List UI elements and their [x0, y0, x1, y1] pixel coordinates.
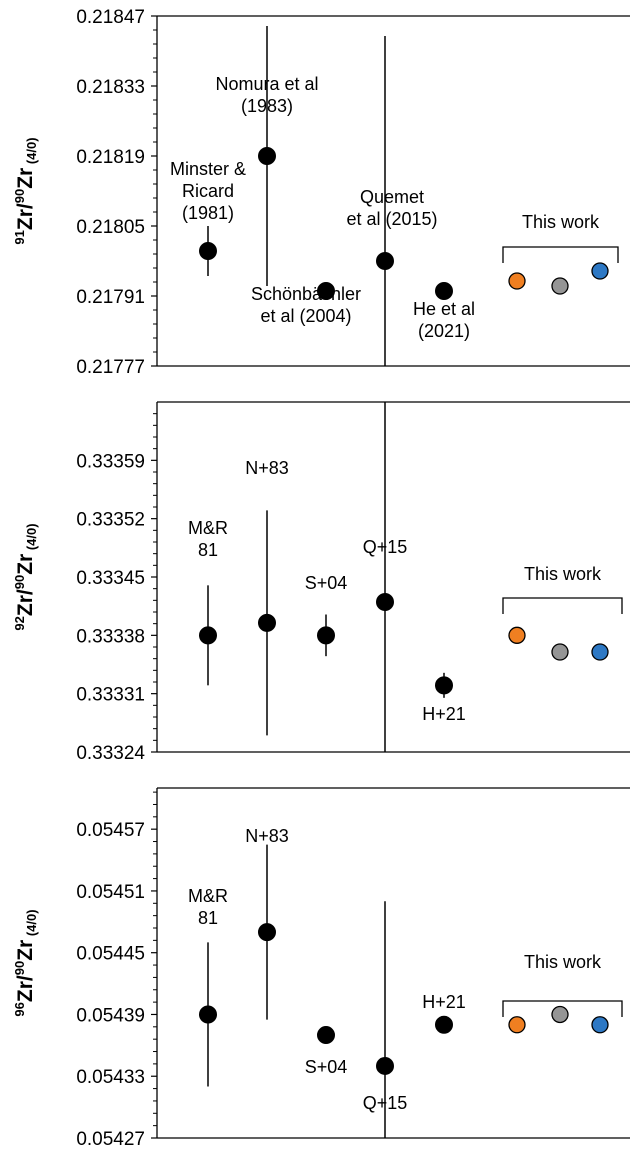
this-work-point — [508, 626, 526, 644]
y-tick-label: 0.33359 — [76, 451, 145, 472]
y-tick-label: 0.33352 — [76, 510, 145, 531]
point-label: Ricard — [182, 181, 234, 201]
panel-3: 0.05427 0.05433 0.05439 0.05445 0.05451 0.054… — [12, 787, 630, 1150]
point-label: M&R — [188, 518, 228, 538]
point-label: 81 — [198, 540, 218, 560]
y-tick-label: 0.33345 — [76, 568, 145, 589]
y-tick-label: 0.05427 — [76, 1129, 145, 1150]
point-label: S+04 — [305, 1057, 348, 1077]
point-label: et al (2015) — [346, 209, 437, 229]
y-axis-label: 91Zr/90Zr (4/0) — [12, 137, 39, 244]
y-tick-label: 0.33338 — [76, 626, 145, 647]
y-tick-label: 0.05433 — [76, 1067, 145, 1088]
literature-point — [258, 923, 276, 942]
literature-point — [317, 626, 335, 645]
this-work-point — [508, 1016, 526, 1034]
this-work-bracket — [502, 597, 623, 614]
this-work-point — [591, 1016, 609, 1034]
point-label: N+83 — [245, 826, 289, 846]
point-label: N+83 — [245, 458, 289, 478]
literature-point — [258, 147, 276, 165]
point-label: M&R — [188, 886, 228, 906]
this-work-label: This work — [524, 952, 602, 972]
point-label: H+21 — [422, 704, 466, 724]
this-work-bracket — [502, 246, 619, 263]
point-label: H+21 — [422, 992, 466, 1012]
literature-point — [317, 282, 335, 300]
literature-point — [435, 1015, 453, 1034]
panel-1: 0.21777 0.21791 0.21805 0.21819 0.21833 0.218… — [12, 7, 630, 378]
literature-point — [435, 676, 453, 695]
y-tick-label: 0.21805 — [76, 217, 145, 238]
y-tick-label: 0.21819 — [76, 147, 145, 168]
literature-point — [317, 1026, 335, 1045]
y-tick-label: 0.05451 — [76, 882, 145, 903]
point-label: (1983) — [241, 96, 293, 116]
point-label: Q+15 — [363, 537, 408, 557]
y-tick-label: 0.33331 — [76, 685, 145, 706]
y-tick-label: 0.21847 — [76, 7, 145, 28]
point-label: Q+15 — [363, 1093, 408, 1113]
this-work-label: This work — [524, 564, 602, 584]
this-work-point — [591, 643, 609, 661]
y-tick-label: 0.21791 — [76, 287, 145, 308]
point-label: (2021) — [418, 321, 470, 341]
y-tick-label: 0.21777 — [76, 357, 145, 378]
point-label: Nomura et al — [215, 74, 318, 94]
point-label: S+04 — [305, 573, 348, 593]
y-tick-label: 0.05457 — [76, 820, 145, 841]
y-axis-label: 96Zr/90Zr (4/0) — [12, 909, 39, 1016]
point-label: 81 — [198, 908, 218, 928]
point-label: (1981) — [182, 203, 234, 223]
this-work-bracket — [502, 1000, 623, 1017]
point-label: Quemet — [360, 187, 424, 207]
y-tick-label: 0.05439 — [76, 1005, 145, 1026]
point-label: et al (2004) — [260, 306, 351, 326]
this-work-point — [551, 1005, 569, 1024]
y-tick-label: 0.05445 — [76, 944, 145, 965]
literature-point — [376, 1056, 394, 1075]
y-tick-label: 0.33324 — [76, 743, 145, 764]
y-tick-label: 0.21833 — [76, 77, 145, 98]
literature-point — [376, 252, 394, 270]
literature-point — [199, 626, 217, 645]
this-work-point — [508, 272, 526, 290]
literature-point — [258, 613, 276, 632]
point-label: Minster & — [170, 159, 246, 179]
this-work-point — [551, 277, 569, 295]
literature-point — [435, 282, 453, 300]
point-label: He et al — [413, 299, 475, 319]
point-label: Schönbächler — [251, 284, 361, 304]
panel-2: 0.33324 0.33331 0.33338 0.33345 0.33352 0.333… — [12, 401, 630, 764]
y-axis-label: 92Zr/90Zr (4/0) — [12, 523, 39, 630]
this-work-point — [591, 262, 609, 280]
literature-point — [199, 242, 217, 260]
this-work-point — [551, 643, 569, 661]
literature-point — [199, 1005, 217, 1024]
this-work-label: This work — [522, 212, 600, 232]
literature-point — [376, 593, 394, 611]
